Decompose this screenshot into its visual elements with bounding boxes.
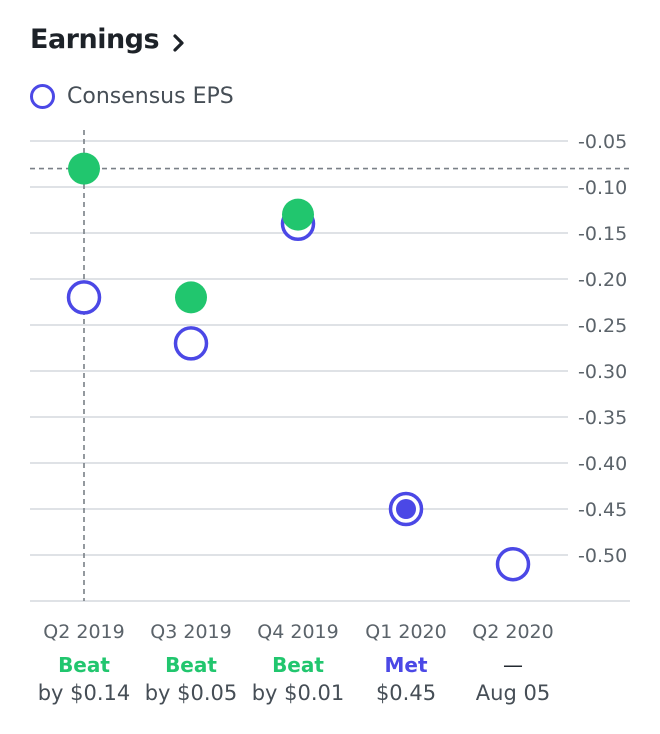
y-tick-label: -0.10 [578, 177, 627, 199]
y-tick-label: -0.25 [578, 315, 627, 337]
consensus-eps-point [66, 280, 102, 315]
earnings-result: Met $0.45 [336, 653, 476, 705]
result-status: Beat [272, 653, 324, 677]
actual-eps-point [68, 152, 100, 185]
x-tick-label: Q3 2019 [150, 621, 231, 643]
result-detail: by $0.14 [37, 681, 131, 705]
y-tick-label: -0.30 [578, 361, 627, 383]
legend-label: Consensus EPS [67, 84, 234, 109]
earnings-result: — Aug 05 [443, 653, 583, 705]
y-tick-label: -0.05 [578, 131, 627, 153]
earnings-result: Beat by $0.01 [228, 653, 368, 705]
result-status: — [503, 653, 523, 677]
y-tick-label: -0.50 [578, 545, 627, 567]
result-status: Met [384, 653, 428, 677]
x-tick-label: Q1 2020 [365, 621, 446, 643]
chevron-right-icon [173, 33, 184, 52]
x-tick-label: Q2 2019 [43, 621, 124, 643]
y-tick-label: -0.20 [578, 269, 627, 291]
actual-eps-point [175, 281, 207, 314]
earnings-result: Beat by $0.05 [121, 653, 261, 705]
result-detail: Aug 05 [475, 681, 551, 705]
result-detail: by $0.05 [144, 681, 238, 705]
result-status: Beat [58, 653, 110, 677]
consensus-eps-point [173, 326, 209, 361]
y-tick-label: -0.40 [578, 453, 627, 475]
result-detail: by $0.01 [251, 681, 345, 705]
consensus-legend-marker [30, 84, 55, 109]
earnings-header-link[interactable]: Earnings [30, 24, 185, 55]
earnings-result: Beat by $0.14 [14, 653, 154, 705]
result-status: Beat [165, 653, 217, 677]
x-tick-label: Q4 2019 [257, 621, 338, 643]
actual-eps-point [396, 499, 416, 519]
chart-legend: Consensus EPS [30, 84, 234, 109]
result-detail: $0.45 [375, 681, 437, 705]
y-tick-label: -0.45 [578, 499, 627, 521]
y-tick-label: -0.15 [578, 223, 627, 245]
section-title: Earnings [30, 24, 160, 55]
x-tick-label: Q2 2020 [472, 621, 553, 643]
y-tick-label: -0.35 [578, 407, 627, 429]
consensus-eps-point [495, 546, 531, 582]
actual-eps-point [282, 198, 314, 231]
